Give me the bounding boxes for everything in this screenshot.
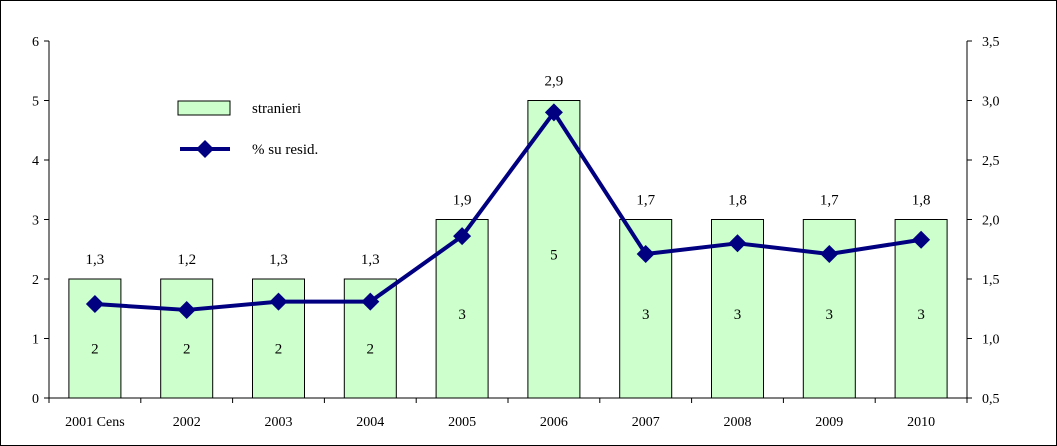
line-value-label: 1,8 [728,193,747,209]
line-value-label: 2,9 [545,74,564,90]
line-marker [820,245,839,264]
left-tick-label: 5 [32,95,39,110]
bar-value-label: 3 [917,307,925,323]
legend-bar-swatch [177,100,231,116]
legend-line-marker [196,140,214,158]
x-tick-label: 2001 Cens [65,415,125,430]
bar [894,219,948,399]
line-marker [453,227,472,246]
line-marker [912,230,931,249]
line-value-label: 1,8 [912,193,931,209]
left-tick-label: 3 [32,214,39,229]
left-tick-label: 4 [32,154,39,169]
bar-value-label: 2 [183,342,191,358]
line-marker [177,300,196,319]
x-tick-label: 2009 [815,415,843,430]
x-tick-label: 2008 [724,415,752,430]
bar-value-label: 2 [275,342,283,358]
right-tick-label: 1,5 [982,273,1000,288]
bar-value-label: 3 [642,307,650,323]
bar [527,100,581,399]
left-tick-label: 6 [32,35,39,50]
line-marker [544,103,563,122]
bar-value-label: 5 [550,247,558,263]
right-tick-label: 0,5 [982,392,1000,407]
bar-series: 2 2 2 2 3 5 3 3 3 3 [68,100,948,399]
left-tick-label: 2 [32,273,39,288]
x-tick-label: 2006 [540,415,568,430]
line-marker [361,292,380,311]
bar-value-label: 3 [826,307,834,323]
right-tick-label: 2,5 [982,154,1000,169]
line-marker [728,234,747,253]
line-value-label: 1,3 [86,252,105,268]
x-tick-label: 2003 [265,415,293,430]
bar-value-label: 3 [734,307,742,323]
bar [160,278,214,399]
right-tick-label: 2,0 [982,214,1000,229]
bar-value-label: 2 [91,342,99,358]
legend-bar-label: stranieri [252,101,301,117]
x-tick-label: 2007 [632,415,660,430]
x-tick-label: 2010 [907,415,935,430]
right-tick-label: 3,0 [982,95,1000,110]
line-value-label: 1,3 [269,252,288,268]
line-value-label: 1,2 [177,252,196,268]
left-tick-label: 0 [32,392,39,407]
line-marker [85,294,104,313]
x-tick-label: 2004 [356,415,384,430]
line-series [85,103,931,319]
x-tick-label: 2002 [173,415,201,430]
left-tick-label: 1 [32,333,39,348]
line-value-label: 1,7 [636,193,655,209]
axes: 0 1 2 3 4 5 6 0,5 1,0 1,5 2,0 2,5 3,0 3,5 2001 Cens 200… [32,35,1000,430]
bar-value-label: 2 [367,342,375,358]
line-marker [269,292,288,311]
legend-box [165,84,364,185]
right-tick-label: 3,5 [982,35,1000,50]
legend-line-label: % su resid. [252,142,318,158]
line-marker [636,245,655,264]
x-tick-label: 2005 [448,415,476,430]
line-value-label: 1,7 [820,193,839,209]
line-value-label: 1,9 [453,193,472,209]
data-labels: 1,3 1,2 1,3 1,3 1,9 2,9 1,7 1,8 1,7 1,8 [86,74,931,269]
legend: stranieri % su resid. [165,84,364,185]
line-value-label: 1,3 [361,252,380,268]
line-path [94,110,922,312]
bar-value-label: 3 [458,307,466,323]
right-tick-label: 1,0 [982,333,1000,348]
